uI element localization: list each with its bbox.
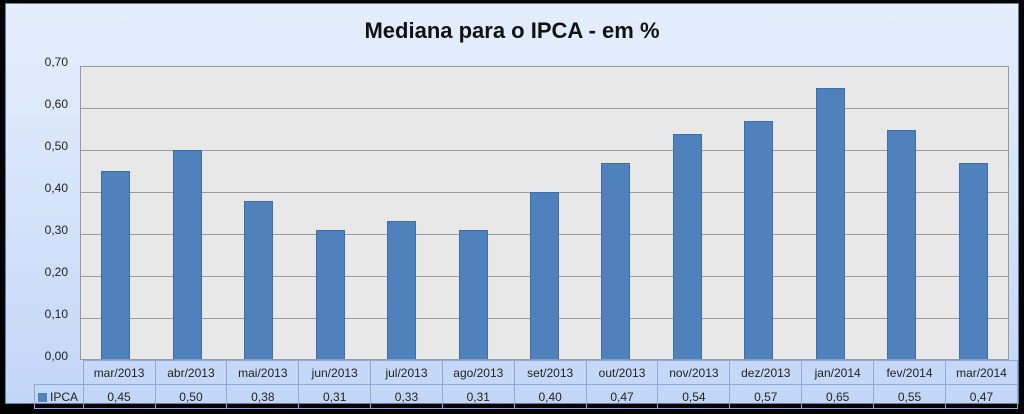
value-cell: 0,47: [585, 384, 659, 409]
value-cell: 0,33: [370, 384, 443, 409]
y-tick-label: 0,60: [44, 97, 68, 111]
category-label: dez/2013: [729, 360, 803, 385]
value-cell: 0,31: [441, 384, 515, 409]
y-tick-label: 0,10: [44, 307, 68, 321]
bar-jul-2013: [387, 221, 417, 359]
category-label: out/2013: [585, 360, 659, 385]
data-table: mar/2013 abr/2013 mai/2013 jun/2013 jul/2013…: [34, 360, 1019, 409]
category-label: jul/2013: [370, 360, 443, 385]
y-tick-label: 0,40: [44, 181, 68, 195]
y-tick-label: 0,30: [44, 223, 68, 237]
value-cell: 0,50: [154, 384, 228, 409]
gridline: [81, 150, 1008, 151]
chart-title: Mediana para o IPCA - em %: [364, 18, 660, 43]
value-cell: 0,55: [873, 384, 946, 409]
value-cell: 0,45: [82, 384, 156, 409]
y-tick-label: 0,00: [44, 349, 68, 363]
bar-abr-2013: [172, 150, 202, 359]
bar-mar-2014: [958, 162, 988, 359]
value-cell: 0,40: [513, 384, 587, 409]
bar-ago-2013: [458, 229, 488, 359]
category-label: abr/2013: [154, 360, 228, 385]
bar-mai-2013: [244, 200, 274, 359]
bar-set-2013: [530, 192, 559, 359]
y-tick-label: 0,50: [44, 139, 68, 153]
table-corner: [34, 360, 84, 385]
category-label: nov/2013: [657, 360, 731, 385]
chart-container: Mediana para o IPCA - em % 0,70 0,60 0,50 0…: [5, 3, 1019, 409]
category-label: ago/2013: [441, 360, 515, 385]
category-label: set/2013: [513, 360, 587, 385]
bar-nov-2013: [672, 133, 702, 359]
category-label: jan/2014: [801, 360, 875, 385]
legend-swatch-icon: [38, 392, 47, 402]
bar-dez-2013: [744, 121, 774, 359]
value-cell: 0,38: [226, 384, 300, 409]
value-cell: 0,54: [657, 384, 731, 409]
category-label: fev/2014: [873, 360, 946, 385]
bar-jun-2013: [315, 229, 345, 359]
bar-mar-2013: [101, 171, 131, 359]
value-cell: 0,57: [729, 384, 803, 409]
legend-label: IPCA: [50, 389, 79, 404]
bar-out-2013: [601, 162, 631, 359]
category-row: mar/2013 abr/2013 mai/2013 jun/2013 jul/2013…: [34, 360, 1019, 385]
plot-area: [80, 66, 1009, 360]
y-tick-label: 0,70: [44, 55, 68, 69]
y-tick-label: 0,20: [44, 265, 68, 279]
bar-jan-2014: [815, 87, 845, 359]
value-row: IPCA 0,45 0,50 0,38 0,31 0,33 0,31 0,40 0,47 0,5…: [34, 384, 1019, 409]
legend-entry-ipca: IPCA: [34, 384, 84, 409]
bar-fev-2014: [887, 129, 917, 359]
category-label: mar/2014: [944, 360, 1019, 385]
value-cell: 0,47: [944, 384, 1019, 409]
category-label: mai/2013: [226, 360, 300, 385]
value-cell: 0,31: [298, 384, 372, 409]
gridline: [81, 108, 1008, 109]
value-cell: 0,65: [801, 384, 875, 409]
category-label: jun/2013: [298, 360, 372, 385]
category-label: mar/2013: [82, 360, 156, 385]
